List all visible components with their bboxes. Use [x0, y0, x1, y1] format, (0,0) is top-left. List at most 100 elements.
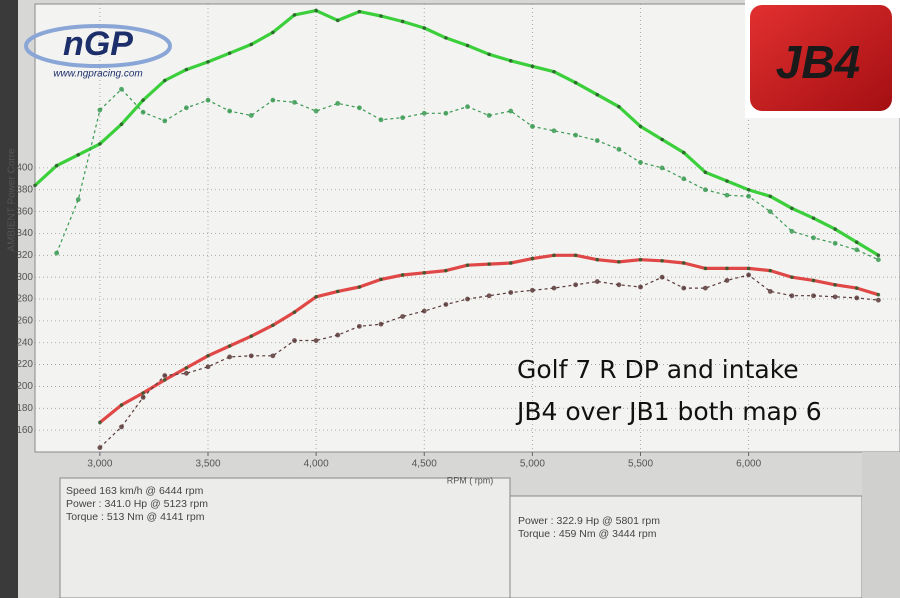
data-point: [314, 8, 318, 13]
x-tick-label: 5,000: [520, 459, 545, 470]
data-point: [702, 187, 708, 193]
data-point: [854, 240, 859, 245]
data-point: [162, 378, 167, 382]
data-point: [487, 52, 491, 57]
data-point: [206, 60, 210, 64]
data-point: [314, 295, 318, 299]
data-point: [746, 193, 752, 199]
x-tick-label: 4,000: [304, 459, 329, 470]
y-tick-label: 160: [16, 425, 33, 436]
data-point: [119, 424, 124, 430]
data-point: [33, 183, 37, 188]
y-tick-label: 300: [16, 272, 33, 283]
data-point: [378, 321, 384, 327]
data-point: [465, 43, 470, 48]
info-panel-right: [509, 495, 863, 598]
data-point: [594, 138, 600, 143]
data-point: [617, 104, 621, 109]
data-point: [725, 179, 729, 183]
data-point: [811, 216, 816, 220]
data-point: [681, 176, 687, 182]
data-point: [594, 279, 600, 284]
data-point: [205, 364, 211, 370]
data-point: [833, 227, 837, 231]
data-point: [638, 284, 643, 290]
data-point: [379, 277, 383, 282]
data-point: [551, 128, 557, 134]
y-tick-label: 360: [16, 206, 33, 217]
data-point: [357, 285, 362, 289]
data-point: [356, 323, 362, 329]
data-point: [767, 209, 773, 215]
data-point: [422, 271, 427, 275]
data-point: [227, 51, 232, 55]
data-point: [616, 282, 622, 288]
data-point: [595, 92, 600, 97]
y-tick-label: 320: [16, 250, 33, 261]
data-point: [271, 30, 275, 35]
data-point: [876, 253, 881, 258]
data-point: [724, 278, 730, 283]
jb4-logo-badge: [750, 5, 892, 111]
x-tick-label: 4,500: [412, 459, 437, 470]
data-point: [400, 115, 406, 121]
data-point: [335, 101, 341, 106]
data-point: [141, 98, 145, 102]
data-point: [357, 9, 362, 14]
data-point: [249, 42, 254, 47]
data-point: [141, 391, 145, 395]
data-point: [767, 288, 773, 294]
data-point: [400, 19, 405, 24]
y-tick-label: 220: [16, 359, 33, 370]
data-point: [768, 268, 773, 273]
data-point: [249, 334, 254, 338]
data-point: [183, 105, 189, 111]
data-point: [184, 67, 189, 72]
data-point: [573, 282, 579, 288]
data-point: [335, 289, 340, 294]
data-point: [313, 108, 319, 114]
data-point: [530, 256, 535, 261]
data-point: [703, 170, 708, 175]
data-point: [75, 197, 81, 202]
data-point: [616, 146, 622, 152]
data-point: [421, 110, 427, 116]
x-tick-label: 3,500: [195, 459, 220, 470]
data-point: [681, 285, 687, 291]
series-layer: [33, 8, 881, 451]
data-point: [573, 132, 579, 138]
data-point: [270, 97, 276, 103]
data-point: [529, 287, 535, 293]
data-point: [140, 394, 146, 400]
data-point: [724, 192, 730, 198]
data-point: [379, 14, 383, 18]
data-point: [681, 261, 686, 265]
data-point: [703, 266, 708, 271]
data-point: [832, 240, 838, 246]
data-point: [638, 160, 643, 165]
data-point: [875, 297, 881, 303]
data-point: [508, 261, 513, 265]
grid: [35, 4, 900, 452]
data-point: [551, 285, 557, 291]
data-point: [443, 302, 449, 307]
x-tick-label: 6,000: [736, 459, 761, 470]
data-point: [227, 354, 233, 360]
data-point: [335, 18, 340, 23]
data-point: [444, 36, 448, 40]
data-point: [422, 26, 427, 30]
y-tick-label: 400: [16, 163, 33, 174]
data-point: [790, 206, 794, 211]
data-point: [832, 294, 838, 300]
data-point: [573, 253, 578, 258]
data-point: [702, 285, 708, 291]
data-point: [248, 353, 254, 359]
logo-ring: [24, 24, 172, 68]
data-point: [140, 109, 146, 115]
data-point: [789, 293, 795, 299]
data-point: [184, 366, 189, 370]
ngp-logo-text: nGP: [63, 25, 133, 63]
x-tick-label: 5,500: [628, 459, 653, 470]
